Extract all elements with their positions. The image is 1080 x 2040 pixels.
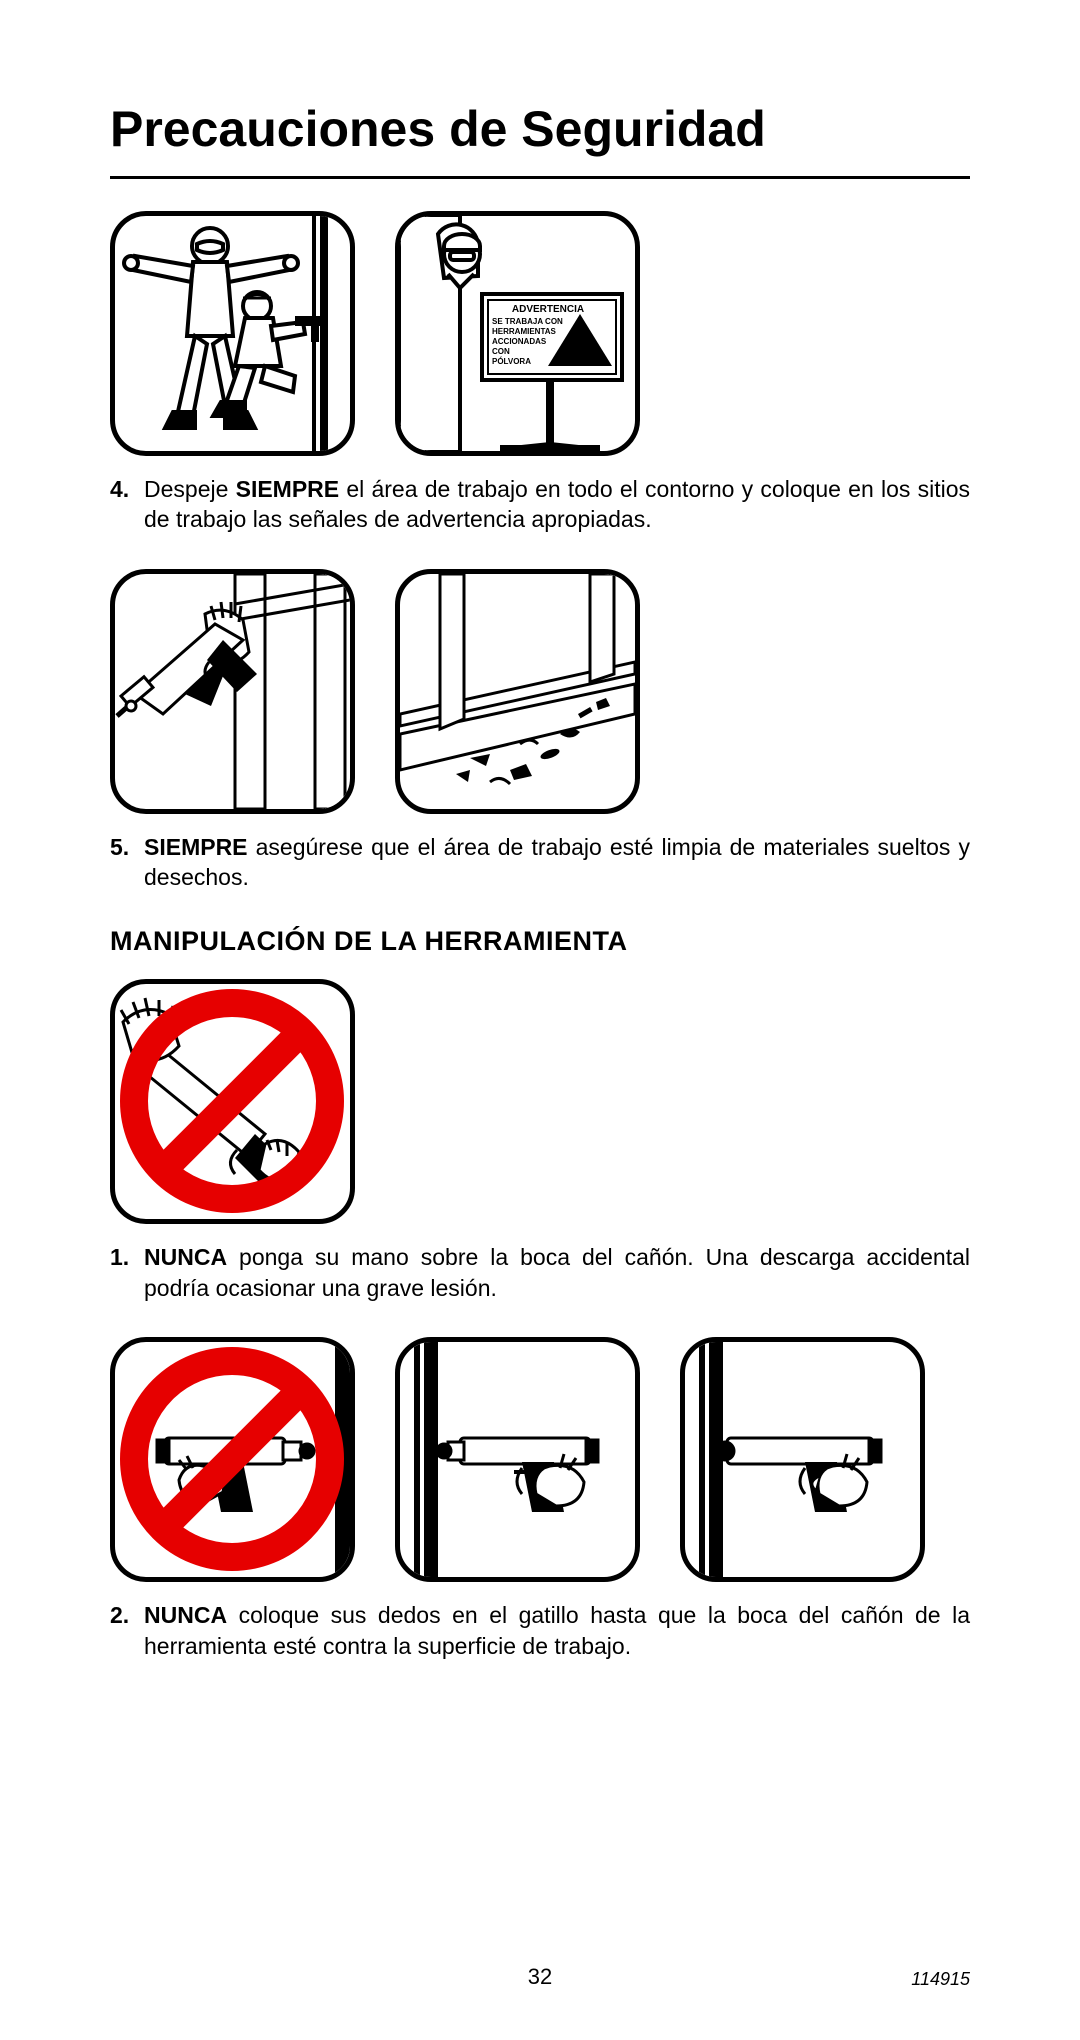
figure-row-4 xyxy=(110,1337,970,1582)
instruction-4-pre: Despeje xyxy=(144,476,236,502)
instruction-4-text: Despeje SIEMPRE el área de trabajo en to… xyxy=(144,474,970,535)
figure-row-2 xyxy=(110,569,970,814)
figure-prohibit-finger-trigger xyxy=(110,1337,355,1582)
instruction-1-number: 1. xyxy=(110,1242,144,1303)
figure-debris xyxy=(395,569,640,814)
figure-correct-pressed xyxy=(680,1337,925,1582)
figure-row-1: ADVERTENCIA SE TRABAJA CON HERRAMIENTAS … xyxy=(110,211,970,456)
sign-line2: HERRAMIENTAS xyxy=(492,327,557,336)
document-number: 114915 xyxy=(911,1969,970,1990)
figure-correct-approach xyxy=(395,1337,640,1582)
figure-prohibit-hand-muzzle xyxy=(110,979,355,1224)
instruction-2-post: coloque sus dedos en el gatillo hasta qu… xyxy=(144,1602,970,1658)
instruction-1: 1. NUNCA ponga su mano sobre la boca del… xyxy=(110,1242,970,1303)
sign-line1: SE TRABAJA CON xyxy=(492,317,563,326)
sign-line5: PÓLVORA xyxy=(492,357,531,366)
instruction-4-bold: SIEMPRE xyxy=(236,476,340,502)
sign-line3: ACCIONADAS xyxy=(492,337,547,346)
page-title: Precauciones de Seguridad xyxy=(110,100,970,179)
subheading-tool-handling: MANIPULACIÓN DE LA HERRAMIENTA xyxy=(110,926,970,957)
instruction-1-post: ponga su mano sobre la boca del cañón. U… xyxy=(144,1244,970,1300)
figure-clear-area xyxy=(110,211,355,456)
instruction-4-number: 4. xyxy=(110,474,144,535)
figure-row-3 xyxy=(110,979,970,1224)
instruction-2-number: 2. xyxy=(110,1600,144,1661)
instruction-5-post: asegúrese que el área de trabajo esté li… xyxy=(144,834,970,890)
instruction-2-bold: NUNCA xyxy=(144,1602,227,1628)
sign-line4: CON xyxy=(492,347,510,356)
instruction-1-bold: NUNCA xyxy=(144,1244,227,1270)
instruction-2-text: NUNCA coloque sus dedos en el gatillo ha… xyxy=(144,1600,970,1661)
instruction-4: 4. Despeje SIEMPRE el área de trabajo en… xyxy=(110,474,970,535)
figure-warning-sign: ADVERTENCIA SE TRABAJA CON HERRAMIENTAS … xyxy=(395,211,640,456)
instruction-1-text: NUNCA ponga su mano sobre la boca del ca… xyxy=(144,1242,970,1303)
instruction-5-number: 5. xyxy=(110,832,144,893)
instruction-2: 2. NUNCA coloque sus dedos en el gatillo… xyxy=(110,1600,970,1661)
figure-tool-framing xyxy=(110,569,355,814)
instruction-5-bold: SIEMPRE xyxy=(144,834,248,860)
instruction-5-text: SIEMPRE asegúrese que el área de trabajo… xyxy=(144,832,970,893)
instruction-5: 5. SIEMPRE asegúrese que el área de trab… xyxy=(110,832,970,893)
sign-heading: ADVERTENCIA xyxy=(512,304,584,315)
